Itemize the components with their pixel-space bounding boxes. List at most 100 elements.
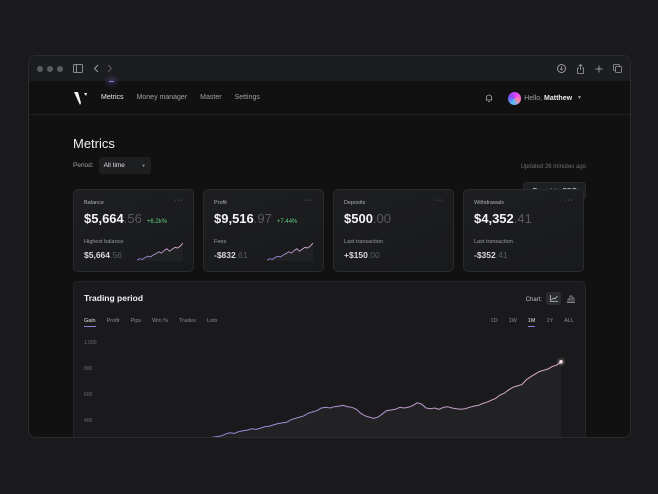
card-label: Balance	[84, 200, 104, 206]
metric-card-profit: Profit ··· $9,516.97 +7.44% Fees -$832.61	[203, 189, 324, 272]
sub-value: $5,664.56	[84, 250, 183, 260]
new-tab-icon[interactable]	[595, 65, 603, 73]
sub-value-main: -$832	[214, 250, 236, 260]
trading-title: Trading period	[84, 293, 144, 303]
range-1w[interactable]: 1W	[508, 318, 517, 324]
browser-toolbar	[29, 56, 630, 81]
bar-chart-button[interactable]	[563, 292, 578, 305]
more-icon[interactable]: ···	[434, 197, 443, 204]
share-icon[interactable]	[576, 63, 585, 74]
tab-pips[interactable]: Pips	[130, 318, 142, 324]
chart-type-label: Chart:	[525, 297, 542, 303]
page-content: Metrics Updated 26 minutes ago Export to…	[29, 136, 630, 438]
value-cents: .56	[123, 211, 142, 226]
sub-label: Fees	[214, 239, 227, 245]
avatar[interactable]	[508, 91, 522, 105]
card-value: $9,516.97 +7.44%	[214, 211, 313, 226]
more-icon[interactable]: ···	[174, 197, 183, 204]
bar-chart-icon	[566, 295, 575, 303]
window-dot[interactable]	[57, 65, 63, 72]
value-cents: .00	[372, 211, 391, 226]
sub-label: Last transaction	[344, 239, 383, 245]
sub-value-main: -$352	[474, 250, 496, 260]
period-select[interactable]: All time ▼	[98, 157, 151, 174]
line-chart-icon	[549, 295, 558, 302]
user-greeting[interactable]: Hello, Matthew	[524, 95, 572, 102]
card-label: Deposits	[344, 200, 366, 206]
chevron-down-icon: ▼	[141, 163, 146, 168]
sub-value-cents: .61	[235, 250, 248, 260]
chevron-down-icon[interactable]: ▼	[577, 95, 582, 101]
tab-profit[interactable]: Profit	[106, 318, 120, 324]
back-icon[interactable]	[93, 64, 99, 73]
series-line	[211, 361, 562, 437]
sub-value-cents: .00	[367, 250, 380, 260]
y-tick-label: 600	[84, 392, 93, 398]
forward-icon[interactable]	[107, 64, 113, 73]
line-chart-button[interactable]	[546, 292, 561, 305]
nav-item-master[interactable]: Master	[200, 94, 222, 101]
tab-win-pct[interactable]: Win %	[152, 318, 169, 324]
range-1d[interactable]: 1D	[490, 318, 498, 324]
logo-icon[interactable]	[73, 90, 89, 106]
sparkline-line	[137, 242, 183, 261]
value-main: $5,664	[84, 211, 124, 226]
card-value: $500.00	[344, 211, 443, 226]
card-label: Withdrawals	[474, 200, 504, 206]
sidebar-icon[interactable]	[73, 64, 83, 73]
value-main: $9,516	[214, 211, 254, 226]
card-value: $5,664.56 +6.2k%	[84, 211, 183, 226]
value-main: $500	[344, 211, 373, 226]
value-cents: .41	[513, 211, 532, 226]
metric-card-balance: Balance ··· $5,664.56 +6.2k% Highest bala…	[73, 189, 194, 272]
value-cents: .97	[253, 211, 272, 226]
browser-window: Metrics Money manager Master Settings He…	[28, 55, 631, 438]
nav-item-metrics[interactable]: Metrics	[101, 81, 124, 101]
card-label: Profit	[214, 200, 227, 206]
tab-trades[interactable]: Trades	[179, 318, 196, 324]
period-value: All time	[103, 162, 125, 169]
y-tick-label: 800	[84, 366, 93, 372]
sub-label: Highest balance	[84, 239, 124, 245]
time-range-tabs: 1D 1W 1M 1Y ALL	[490, 318, 574, 327]
sub-value-main: +$150	[344, 250, 368, 260]
last-point-marker	[559, 360, 563, 364]
tabs-icon[interactable]	[613, 64, 622, 73]
bell-icon[interactable]	[484, 93, 494, 103]
range-1y[interactable]: 1Y	[546, 318, 554, 324]
metric-card-withdrawals: Withdrawals ··· $4,352.41 Last transacti…	[463, 189, 584, 272]
card-value: $4,352.41	[474, 211, 573, 226]
more-icon[interactable]: ···	[304, 197, 313, 204]
nav-item-money-manager[interactable]: Money manager	[136, 94, 188, 101]
window-dot[interactable]	[47, 65, 53, 72]
y-tick-label: 400	[84, 418, 93, 424]
sub-value: +$150.00	[344, 250, 443, 260]
window-dot[interactable]	[37, 65, 43, 72]
y-tick-label: 1,000	[84, 340, 97, 346]
top-nav: Metrics Money manager Master Settings He…	[29, 81, 630, 115]
sub-value-main: $5,664	[84, 250, 110, 260]
nav-item-settings[interactable]: Settings	[234, 94, 260, 101]
window-controls[interactable]	[37, 65, 63, 72]
range-all[interactable]: ALL	[564, 318, 574, 324]
sub-value-cents: .56	[110, 250, 122, 260]
trading-period-panel: Trading period Chart: Gain Profit Pips W…	[73, 281, 586, 438]
chart-area	[182, 362, 561, 438]
download-icon[interactable]	[557, 64, 566, 73]
sub-label: Last transaction	[474, 239, 513, 245]
change-badge: +6.2k%	[146, 219, 168, 225]
page-title: Metrics	[73, 136, 115, 151]
metric-cards: Balance ··· $5,664.56 +6.2k% Highest bala…	[73, 189, 586, 272]
sub-value-cents: .41	[495, 250, 508, 260]
metric-card-deposits: Deposits ··· $500.00 Last transaction +$…	[333, 189, 454, 272]
sparkline	[137, 242, 183, 261]
updated-timestamp: Updated 26 minutes ago	[520, 164, 586, 170]
tab-gain[interactable]: Gain	[84, 318, 96, 327]
metric-tabs: Gain Profit Pips Win % Trades Lots	[84, 318, 218, 327]
sparkline	[267, 242, 313, 261]
more-icon[interactable]: ···	[564, 197, 573, 204]
value-main: $4,352	[474, 211, 514, 226]
range-1m[interactable]: 1M	[527, 318, 536, 327]
tab-lots[interactable]: Lots	[206, 318, 218, 324]
period-label: Period:	[73, 162, 94, 169]
